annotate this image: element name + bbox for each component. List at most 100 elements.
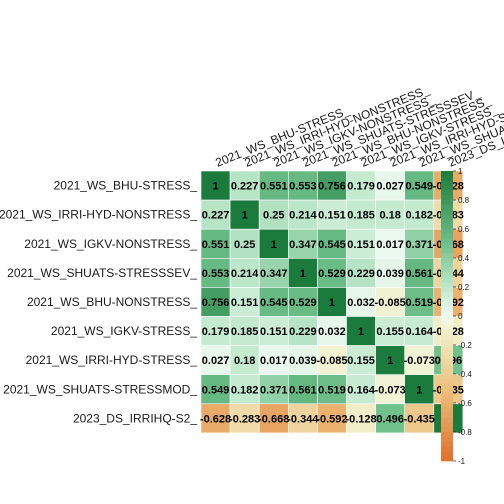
colorbar-segment (441, 302, 453, 307)
cell-value-label: 0.549 (202, 384, 230, 396)
colorbar-segment (441, 186, 453, 191)
cell-value-label: -0.085 (316, 355, 347, 367)
colorbar-segment (441, 393, 453, 398)
cell-value-label: 0.227 (202, 210, 230, 222)
cell-value-label: -0.668 (258, 413, 289, 425)
colorbar-segment (441, 403, 453, 408)
cell-value-label: 1 (358, 326, 364, 338)
cell-value-label: -0.085 (375, 297, 406, 309)
cell-value-label: 0.017 (260, 355, 288, 367)
cell-value-label: 0.179 (347, 181, 375, 193)
colorbar-segment (441, 258, 453, 263)
colorbar-segment (441, 360, 453, 365)
cell-value-label: 0.18 (234, 355, 255, 367)
colorbar-segment (441, 273, 453, 278)
colorbar-segment (441, 200, 453, 205)
row-label: 2021_WS_BHU-STRESS_ (54, 179, 198, 193)
colorbar-segment (441, 171, 453, 176)
colorbar-segment (441, 306, 453, 311)
cell-value-label: 0.18 (379, 210, 400, 222)
cell-value-label: 0.039 (376, 268, 404, 280)
cell-value-label: 0.039 (289, 355, 317, 367)
cell-value-label: 0.164 (405, 326, 433, 338)
cell-value-label: 1 (271, 239, 277, 251)
cell-value-label: 0.545 (260, 297, 288, 309)
cell-value-label: 1 (300, 268, 306, 280)
cell-value-label: 0.182 (405, 210, 433, 222)
colorbar-segment (441, 447, 453, 452)
cell-value-label: 0.553 (289, 181, 317, 193)
colorbar-segment (441, 437, 453, 442)
cell-value-label: 0.561 (289, 384, 317, 396)
colorbar-segment (441, 355, 453, 360)
cell-value-label: 0.151 (231, 297, 259, 309)
cell-value-label: 1 (242, 210, 248, 222)
row-label: 2021_WS_IGKV-STRESS_ (51, 324, 197, 338)
cell-value-label: 0.519 (405, 297, 433, 309)
colorbar-tick-label: 1 (458, 167, 463, 176)
colorbar-segment (441, 451, 453, 456)
cell-value-label: -0.283 (229, 413, 260, 425)
cell-value-label: 0.496 (376, 413, 404, 425)
colorbar-segment (441, 282, 453, 287)
colorbar-segment (441, 369, 453, 374)
row-labels: 2021_WS_BHU-STRESS_ 2021_WS_IRRI-HYD-NONS… (0, 179, 197, 426)
colorbar-segment (441, 292, 453, 297)
cell-value-label: 0.229 (289, 326, 317, 338)
colorbar-segment (441, 340, 453, 345)
colorbar-segment (441, 321, 453, 326)
cell-value-label: 0.155 (376, 326, 404, 338)
cell-value-label: 0.25 (234, 239, 255, 251)
cell-value-label: 0.553 (202, 268, 230, 280)
cell-value-label: 0.551 (202, 239, 230, 251)
cell-value-label: 0.017 (376, 239, 404, 251)
cell-value-label: 0.561 (405, 268, 433, 280)
colorbar-segment (441, 229, 453, 234)
colorbar-segment (441, 413, 453, 418)
cell-value-label: 0.151 (347, 239, 375, 251)
cell-value-label: 0.371 (405, 239, 433, 251)
colorbar-segment (441, 253, 453, 258)
cell-value-label: 1 (416, 384, 422, 396)
cell-value-label: -0.344 (287, 413, 319, 425)
colorbar-segment (441, 427, 453, 432)
colorbar-segment (441, 326, 453, 331)
colorbar-segment (441, 408, 453, 413)
colorbar-segment (441, 345, 453, 350)
row-label: 2021_WS_SHUATS-STRESSMOD_ (3, 382, 197, 396)
cell-value-label: 0.214 (231, 268, 259, 280)
colorbar-segment (441, 219, 453, 224)
colorbar-segment (441, 239, 453, 244)
colorbar-segment (441, 181, 453, 186)
colorbar-segment (441, 331, 453, 336)
cell-value-label: 0.227 (231, 181, 259, 193)
colorbar-segment (441, 287, 453, 292)
colorbar-tick-label: 0.4 (458, 254, 470, 263)
colorbar-segment (441, 335, 453, 340)
colorbar-tick-label: -1 (458, 457, 466, 466)
cell-value-label: 0.179 (202, 326, 230, 338)
cell-value-label: 0.549 (405, 181, 433, 193)
colorbar-segment (441, 374, 453, 379)
cell-value-label: 0.756 (202, 297, 230, 309)
colorbar-segment (441, 248, 453, 253)
row-label: 2021_WS_IRRI-HYD-STRESS_ (26, 353, 198, 367)
cell-value-label: 1 (212, 181, 218, 193)
cell-value-label: 0.027 (376, 181, 404, 193)
cell-value-label: 1 (387, 355, 393, 367)
cell-value-label: 0.529 (318, 268, 346, 280)
colorbar-segment (441, 364, 453, 369)
colorbar-segment (441, 379, 453, 384)
cell-value-label: 0.214 (289, 210, 317, 222)
cell-value-label: 0.371 (260, 384, 288, 396)
colorbar-segment (441, 456, 453, 461)
cell-value-label: 0.347 (260, 268, 288, 280)
cell-value-label: 1 (329, 297, 335, 309)
cell-value-label: 0.185 (347, 210, 375, 222)
cell-value-label: -0.128 (345, 413, 376, 425)
colorbar-tick-label: -0.6 (458, 399, 472, 408)
colorbar-tick-label: 0.2 (458, 283, 470, 292)
colorbar-segment (441, 350, 453, 355)
cell-value-label: -0.628 (200, 413, 231, 425)
colorbar-segment (441, 234, 453, 239)
